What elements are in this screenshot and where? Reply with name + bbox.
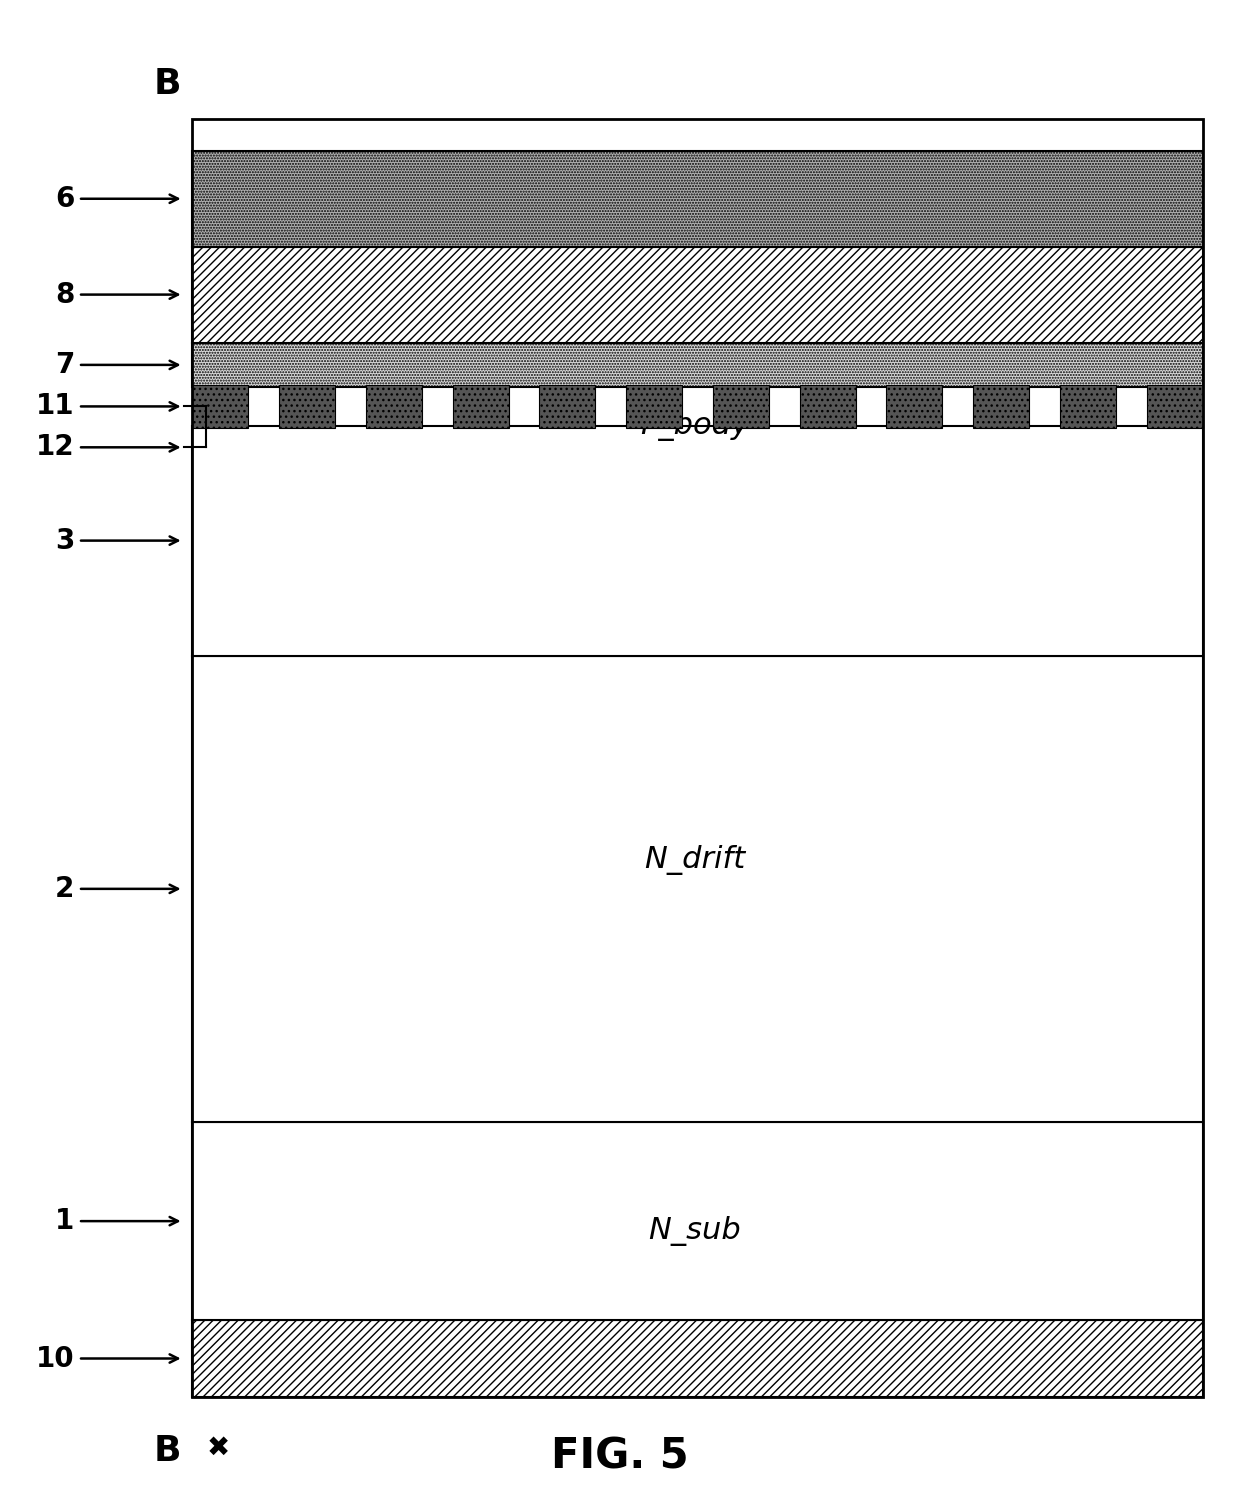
- Text: 11: 11: [36, 392, 74, 421]
- Bar: [279, 385, 335, 428]
- Text: B: B: [154, 1434, 181, 1468]
- Bar: [192, 119, 1203, 1397]
- Bar: [192, 247, 1203, 342]
- Bar: [192, 1320, 1203, 1397]
- Bar: [453, 385, 508, 428]
- Text: 1: 1: [55, 1207, 74, 1235]
- Text: 6: 6: [55, 184, 74, 212]
- Bar: [1060, 385, 1116, 428]
- Text: 12: 12: [36, 434, 74, 461]
- Text: 2: 2: [55, 875, 74, 903]
- Bar: [366, 385, 422, 428]
- Bar: [192, 342, 1203, 388]
- Bar: [192, 1122, 1203, 1320]
- Bar: [539, 385, 595, 428]
- Bar: [192, 655, 1203, 1122]
- Bar: [192, 425, 1203, 655]
- Text: 10: 10: [36, 1345, 74, 1373]
- Text: 3: 3: [55, 526, 74, 554]
- Bar: [887, 385, 942, 428]
- Text: N_sub: N_sub: [649, 1216, 740, 1245]
- Bar: [1147, 385, 1203, 428]
- Text: ✖: ✖: [207, 1434, 231, 1462]
- Text: N_drift: N_drift: [644, 846, 745, 875]
- Text: FIG. 5: FIG. 5: [552, 1435, 688, 1477]
- Text: P_body: P_body: [640, 410, 749, 440]
- Bar: [800, 385, 856, 428]
- Bar: [626, 385, 682, 428]
- Bar: [192, 385, 248, 428]
- Bar: [192, 150, 1203, 247]
- Text: B: B: [154, 67, 181, 101]
- Bar: [973, 385, 1029, 428]
- Text: 8: 8: [55, 281, 74, 309]
- Text: 7: 7: [55, 351, 74, 379]
- Bar: [713, 385, 769, 428]
